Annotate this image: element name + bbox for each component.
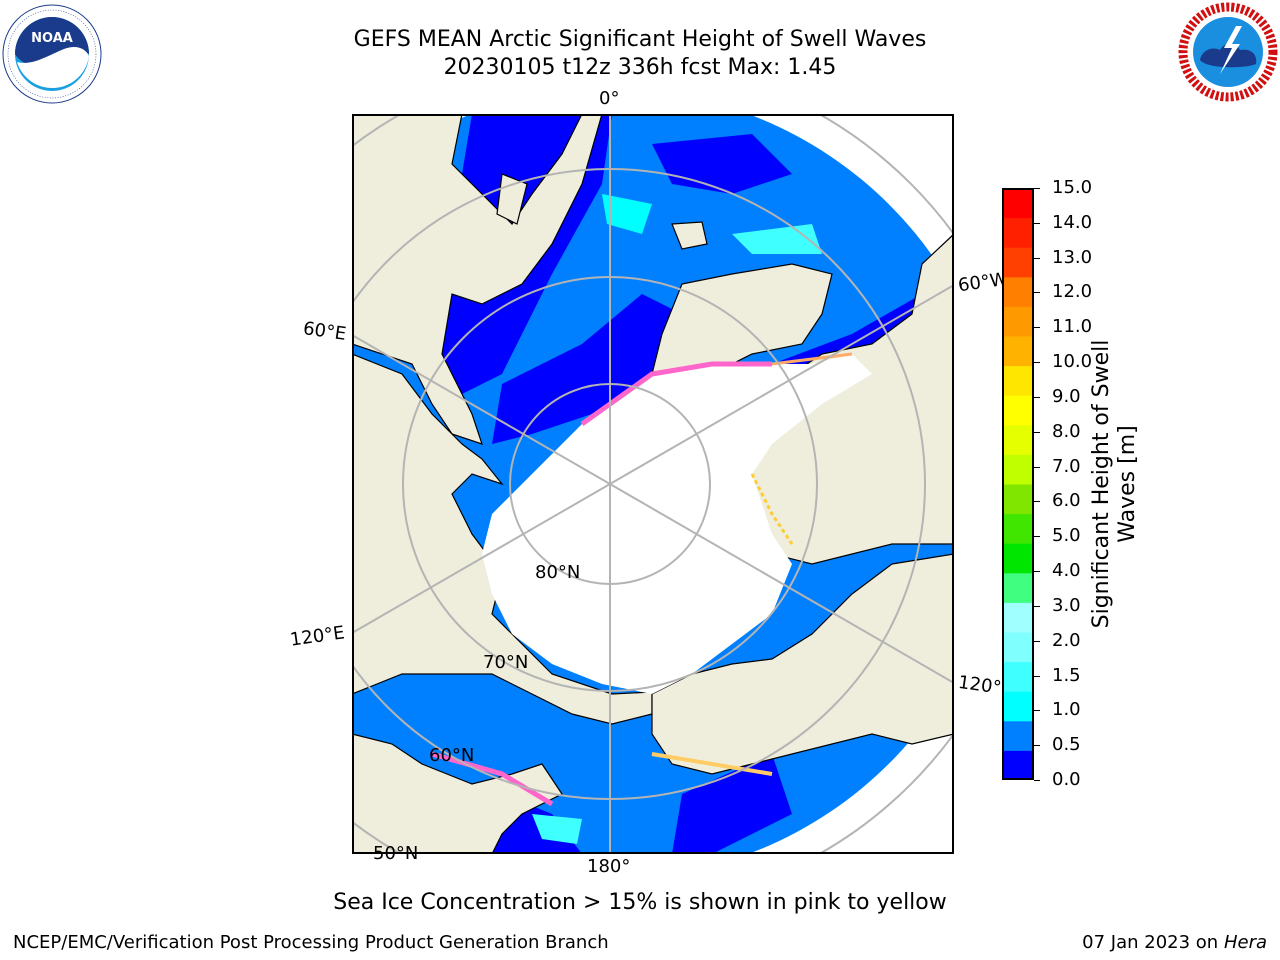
sea-ice [482,354,872,694]
colorbar-tick-mark [1034,188,1040,189]
colorbar-tick-label: 1.5 [1052,664,1081,686]
colorbar-tick-label: 9.0 [1052,385,1081,407]
colorbar-tick-mark [1034,327,1040,329]
colorbar-cell [1002,543,1034,574]
colorbar-tick-mark [1034,466,1040,468]
colorbar-tick-mark [1034,571,1040,573]
noaa-logo: NOAA [2,4,102,104]
colorbar-tick-label: 6.0 [1052,490,1081,512]
colorbar-cell [1002,661,1034,692]
colorbar-tick-label: 0.5 [1052,734,1081,756]
colorbar-tick-label: 15.0 [1052,177,1093,198]
lon-label-120e: 120°E [288,622,346,651]
colorbar-tick-label: 8.0 [1052,420,1081,442]
lat-label-50n: 50°N [373,843,419,864]
lon-label-0: 0° [599,88,620,109]
graticule [352,114,954,854]
colorbar-tick-mark [1034,257,1040,259]
colorbar-cell [1002,484,1034,515]
lon-label-180: 180° [587,856,631,877]
colorbar-tick-mark [1034,396,1040,398]
colorbar-tick-mark [1034,780,1040,781]
colorbar-tick-label: 2.0 [1052,629,1081,651]
colorbar-cell [1002,217,1034,248]
colorbar-cell [1002,572,1034,603]
colorbar-tick-label: 4.0 [1052,560,1081,582]
colorbar-tick-label: 0.0 [1052,769,1081,790]
colorbar-cell [1002,424,1034,455]
colorbar-tick-mark [1034,292,1040,294]
colorbar-tick-mark [1034,605,1040,607]
lon-label-60e: 60°E [301,318,348,345]
colorbar-cell [1002,602,1034,633]
colorbar-cell [1002,513,1034,544]
colorbar-cell [1002,750,1034,780]
colorbar-tick-mark [1034,745,1040,747]
colorbar-cell [1002,247,1034,278]
noaa-logo-text: NOAA [31,31,73,46]
chart-subtitle: 20230105 t12z 336h fcst Max: 1.45 [443,55,837,80]
colorbar-label: Significant Height of Swell Waves [m] [1089,339,1140,629]
lat-label-80n: 80°N [535,562,581,583]
footer-date-text: 07 Jan 2023 on [1082,932,1224,953]
colorbar-cell [1002,276,1034,307]
colorbar-tick-mark [1034,675,1040,677]
colorbar-tick-mark [1034,536,1040,538]
colorbar-cell [1002,365,1034,396]
colorbar-tick-label: 12.0 [1052,281,1093,303]
footer-credit: NCEP/EMC/Verification Post Processing Pr… [13,932,609,953]
colorbar-cell [1002,720,1034,751]
colorbar-tick-mark [1034,431,1040,433]
colorbar-tick-label: 3.0 [1052,594,1081,616]
nws-logo [1178,2,1278,102]
colorbar-tick-mark [1034,501,1040,503]
colorbar-tick-mark [1034,640,1040,642]
colorbar-cell [1002,336,1034,367]
chart-title: GEFS MEAN Arctic Significant Height of S… [353,27,927,52]
colorbar-cell [1002,395,1034,426]
colorbar-cell [1002,188,1034,219]
colorbar-tick-label: 10.0 [1052,351,1093,373]
colorbar-cell [1002,454,1034,485]
lat-label-70n: 70°N [483,652,529,673]
colorbar-cell [1002,691,1034,722]
lat-label-60n: 60°N [429,745,475,766]
land [352,114,954,854]
colorbar-tick-label: 1.0 [1052,699,1081,721]
colorbar-tick-label: 7.0 [1052,455,1081,477]
colorbar-tick-mark [1034,222,1040,224]
colorbar-tick-mark [1034,710,1040,712]
footer-date: 07 Jan 2023 on Hera [1082,932,1267,953]
colorbar-tick-label: 5.0 [1052,525,1081,547]
colorbar-tick-mark [1034,362,1040,364]
colorbar-tick-label: 11.0 [1052,316,1093,338]
colorbar-cell [1002,306,1034,337]
polar-map [352,114,954,854]
colorbar-cell [1002,632,1034,663]
map-caption: Sea Ice Concentration > 15% is shown in … [333,890,947,915]
colorbar-tick-label: 13.0 [1052,246,1093,268]
colorbar [1002,188,1034,780]
colorbar-tick-label: 14.0 [1052,211,1093,233]
footer-machine: Hera [1223,932,1267,953]
